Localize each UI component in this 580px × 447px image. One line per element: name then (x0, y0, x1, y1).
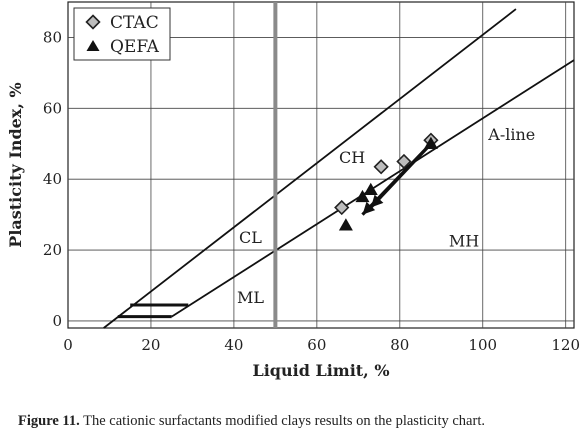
trend-arrow-shaft (369, 142, 433, 209)
y-tick-label: 40 (43, 170, 62, 188)
y-tick-label: 80 (43, 28, 62, 46)
plot-frame (67, 1, 575, 329)
legend-ctac-marker (85, 14, 101, 30)
qefa-point (338, 218, 353, 231)
caption-label: Figure 11. (18, 413, 80, 429)
x-tick-label: 0 (63, 336, 73, 354)
u-line (103, 8, 517, 329)
zone-label-aline: A-line (487, 125, 535, 144)
zone-label-ch: CH (339, 148, 365, 167)
ctac-point (373, 159, 389, 175)
ctac-point (334, 199, 350, 216)
ctac-point (396, 153, 412, 170)
y-tick-label: 0 (52, 312, 62, 330)
qefa-point (363, 182, 378, 196)
trend-arrow-head (370, 194, 384, 208)
legend-qefa-label: QEFA (110, 37, 160, 57)
qefa-point (355, 189, 370, 203)
grid-lines (68, 2, 574, 328)
x-tick-label: 120 (551, 336, 580, 354)
x-tick-label: 60 (307, 336, 326, 354)
zone-labels: CL ML CH MH A-line (237, 125, 535, 307)
figure-caption: Figure 11. The cationic surfactants modi… (18, 413, 578, 430)
x-tick-label: 80 (390, 336, 409, 354)
data-points (334, 132, 439, 231)
zone-label-ml: ML (237, 288, 264, 307)
y-axis-label: Plasticity Index, % (6, 82, 25, 247)
legend: CTAC QEFA (73, 7, 171, 61)
qefa-point (423, 136, 438, 149)
x-axis-label: Liquid Limit, % (252, 361, 389, 380)
x-tick-label: 100 (468, 336, 497, 354)
zone-label-cl: CL (239, 228, 262, 247)
legend-box (73, 7, 171, 61)
legend-qefa-marker (86, 40, 100, 51)
y-tick-label: 60 (43, 99, 62, 117)
x-tick-label: 20 (141, 336, 160, 354)
y-tick-label: 20 (43, 241, 62, 259)
caption-text: The cationic surfactants modified clays … (79, 413, 485, 429)
trend-arrow-head (362, 201, 376, 215)
zone-label-mh: MH (449, 232, 479, 251)
legend-ctac-label: CTAC (110, 13, 159, 33)
tick-labels: 0 20 40 60 80 100 120 0 20 40 60 80 (43, 28, 580, 354)
arrows (361, 142, 433, 216)
x-tick-label: 40 (224, 336, 243, 354)
